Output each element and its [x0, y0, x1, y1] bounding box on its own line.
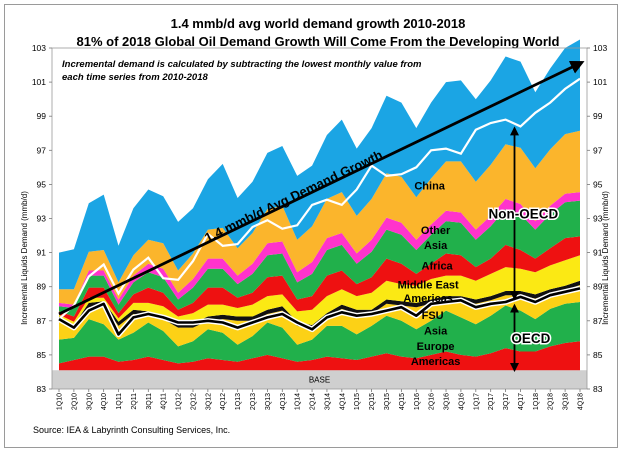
group-label-non-oecd: Non-OECD: [489, 207, 559, 222]
x-tick-label-3Q13: 3Q13: [265, 393, 272, 410]
chart-subtitle: 81% of 2018 Global Oil Demand Growth Wil…: [77, 34, 560, 49]
y-tick-label-left-83: 83: [37, 384, 47, 394]
y-tick-label-right-91: 91: [593, 248, 603, 258]
group-label-oecd: OECD: [511, 331, 550, 346]
y-axis-left: 83 85 87 89 91 93 95 97 99 101 103: [32, 43, 52, 394]
x-tick-label-2Q10: 2Q10: [71, 393, 78, 410]
x-tick-label-1Q11: 1Q11: [116, 393, 123, 410]
x-tick-label-2Q15: 2Q15: [369, 393, 376, 410]
y-tick-label-left-99: 99: [37, 111, 47, 121]
area-9-china: [59, 130, 580, 305]
area-label-4-africa: Africa: [422, 261, 454, 273]
y-axis-right: 83 85 87 89 91 93 95 97 99 101 103: [587, 43, 607, 394]
x-tick-label-4Q15: 4Q15: [399, 393, 406, 410]
y-tick-label-left-91: 91: [37, 248, 47, 258]
y-tick-label-left-93: 93: [37, 214, 47, 224]
y-tick-label-right-89: 89: [593, 282, 603, 292]
y-tick-label-right-85: 85: [593, 350, 603, 360]
area-label-5-middle-east: Middle East: [398, 279, 459, 291]
y-tick-label-right-101: 101: [593, 77, 607, 87]
oecd-total-line: [58, 287, 581, 336]
y-tick-label-left-101: 101: [32, 77, 46, 87]
area-5-americas: [59, 255, 580, 326]
x-tick-label-1Q14: 1Q14: [295, 393, 302, 410]
x-tick-label-4Q11: 4Q11: [161, 393, 168, 410]
chart-frame: 1.4 mmb/d avg world demand growth 2010-2…: [4, 4, 618, 448]
x-tick-label-2Q12: 2Q12: [191, 393, 198, 410]
chart-title: 1.4 mmb/d avg world demand growth 2010-2…: [171, 16, 466, 31]
x-tick-label-3Q18: 3Q18: [563, 393, 570, 410]
area-1-americas: [59, 341, 580, 371]
y-tick-label-left-103: 103: [32, 43, 46, 53]
x-tick-label-1Q18: 1Q18: [533, 393, 540, 410]
area-label-9-europe: Europe: [417, 341, 455, 353]
y-tick-label-right-93: 93: [593, 214, 603, 224]
plot-areas: BASE: [52, 39, 587, 389]
y-tick-label-right-97: 97: [593, 145, 603, 155]
plot-lines: [51, 47, 588, 390]
world-total-line: [58, 77, 581, 320]
x-tick-label-2Q18: 2Q18: [548, 393, 555, 410]
x-tick-label-1Q16: 1Q16: [414, 393, 421, 410]
x-tick-label-3Q16: 3Q16: [444, 393, 451, 410]
x-tick-label-3Q14: 3Q14: [324, 393, 331, 410]
y-tick-label-right-99: 99: [593, 111, 603, 121]
x-tick-label-2Q14: 2Q14: [310, 393, 317, 410]
x-tick-label-1Q13: 1Q13: [235, 393, 242, 410]
y-tick-label-right-103: 103: [593, 43, 607, 53]
x-tick-label-2Q13: 2Q13: [250, 393, 257, 410]
x-tick-label-4Q18: 4Q18: [578, 393, 585, 410]
x-tick-label-2Q16: 2Q16: [429, 393, 436, 410]
area-label-1-china: China: [414, 181, 445, 193]
x-tick-label-4Q10: 4Q10: [101, 393, 108, 410]
source-note: Source: IEA & Labyrinth Consulting Servi…: [33, 425, 230, 435]
area-2-europe: [59, 302, 580, 364]
x-tick-label-1Q17: 1Q17: [473, 393, 480, 410]
x-tick-label-4Q14: 4Q14: [339, 393, 346, 410]
x-tick-label-3Q11: 3Q11: [146, 393, 153, 410]
area-label-8-asia: Asia: [424, 325, 448, 337]
area-7-africa: [59, 200, 580, 317]
area-label-10-americas: Americas: [411, 356, 461, 368]
y-tick-label-left-85: 85: [37, 350, 47, 360]
y-tick-label-left-95: 95: [37, 179, 47, 189]
area-label-3-asia: Asia: [424, 240, 448, 252]
chart: 1.4 mmb/d avg world demand growth 2010-2…: [20, 16, 610, 435]
chart-note-line-1: Incremental demand is calculated by subt…: [62, 59, 422, 70]
y-tick-label-left-87: 87: [37, 316, 47, 326]
area-label-6-americas: Americas: [403, 293, 453, 305]
x-tick-label-2Q11: 2Q11: [131, 393, 138, 410]
x-tick-label-3Q12: 3Q12: [205, 393, 212, 410]
y-tick-label-left-89: 89: [37, 282, 47, 292]
x-tick-label-3Q15: 3Q15: [384, 393, 391, 410]
x-tick-label-1Q15: 1Q15: [354, 393, 361, 410]
y-axis-right-label: Incremental Liquids Demand (mmb/d): [601, 191, 610, 325]
x-tick-label-1Q12: 1Q12: [176, 393, 183, 410]
trend-arrow: [58, 60, 585, 316]
x-tick-label-1Q10: 1Q10: [57, 393, 64, 410]
y-tick-label-right-87: 87: [593, 316, 603, 326]
y-axis-left-label: Incremental Liquids Demand (mmb/d): [20, 191, 29, 325]
area-label-2-other: Other: [421, 225, 451, 237]
y-tick-label-right-95: 95: [593, 179, 603, 189]
x-tick-label-4Q13: 4Q13: [280, 393, 287, 410]
x-tick-label-3Q17: 3Q17: [503, 393, 510, 410]
area-6-middle-east: [59, 236, 580, 322]
area-10-china: [59, 39, 580, 290]
x-tick-label-4Q17: 4Q17: [518, 393, 525, 410]
x-tick-label-4Q12: 4Q12: [220, 393, 227, 410]
x-tick-label-3Q10: 3Q10: [86, 393, 93, 410]
y-tick-label-right-83: 83: [593, 384, 603, 394]
x-tick-label-2Q17: 2Q17: [488, 393, 495, 410]
base-band: [52, 370, 587, 389]
area-label-7-fsu: FSU: [422, 310, 444, 322]
area-4-fsu: [59, 280, 580, 330]
y-tick-label-left-97: 97: [37, 145, 47, 155]
x-axis: 1Q10 2Q10 3Q10 4Q10 1Q11 2Q11 3Q11 4Q11 1Q12 2Q12…: [57, 389, 585, 410]
chart-note-line-2: each time series from 2010-2018: [62, 72, 208, 83]
x-tick-label-4Q16: 4Q16: [458, 393, 465, 410]
base-band-label: BASE: [309, 376, 330, 385]
